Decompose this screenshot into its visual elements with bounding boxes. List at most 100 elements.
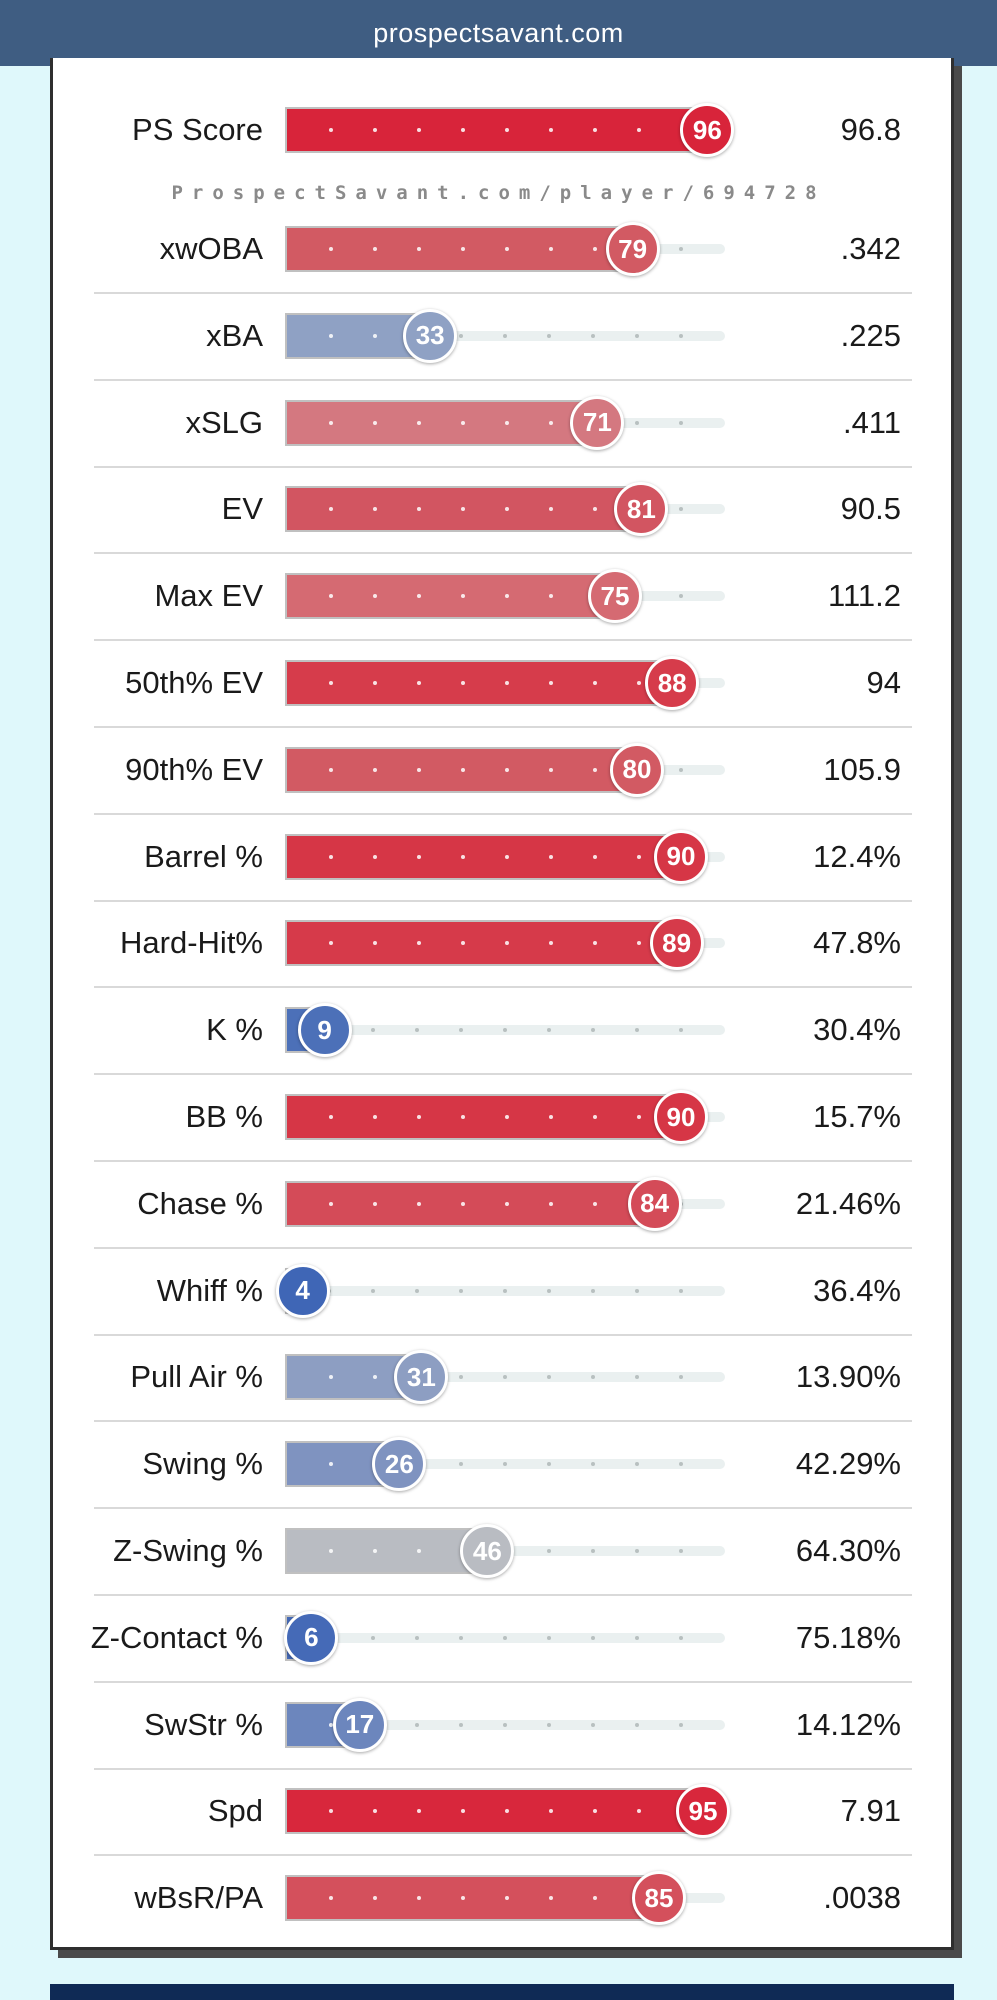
stat-value: 105.9 [823, 751, 901, 787]
stat-label: Hard-Hit% [120, 925, 263, 961]
stat-label: xBA [206, 317, 263, 353]
track-tick [679, 1288, 683, 1293]
fill-tick [505, 1201, 509, 1206]
fill-tick [417, 767, 421, 772]
row-divider [94, 1854, 912, 1857]
stat-label: xwOBA [159, 231, 263, 266]
row-divider [94, 378, 912, 381]
stat-value: 7.91 [840, 1793, 901, 1829]
stat-row: Swing % 26 42.29% [0, 1421, 997, 1510]
percentile-fill-bar [285, 226, 633, 272]
fill-tick [417, 594, 421, 599]
percentile-badge: 6 [284, 1610, 339, 1665]
track-tick [547, 1549, 551, 1553]
percentile-fill-bar [285, 1180, 655, 1227]
stat-value: 111.2 [828, 578, 901, 614]
fill-tick [505, 1896, 509, 1901]
fill-tick [549, 1896, 553, 1901]
percentile-badge: 79 [605, 222, 660, 276]
fill-tick [637, 681, 641, 685]
row-divider [94, 465, 912, 468]
track-tick [547, 1375, 551, 1380]
fill-tick [461, 507, 465, 512]
track-tick [503, 1722, 507, 1727]
stat-row: Max EV 75 111.2 [0, 553, 997, 642]
stat-label: Pull Air % [130, 1359, 263, 1395]
percentile-badge: 17 [332, 1697, 387, 1752]
fill-tick [549, 1809, 553, 1814]
stat-label: K % [206, 1012, 263, 1048]
fill-tick [373, 594, 377, 599]
fill-tick [373, 854, 377, 859]
row-divider [94, 639, 912, 642]
percentile-fill-bar [285, 573, 615, 620]
track-tick [503, 1635, 507, 1640]
track-tick [503, 1375, 507, 1380]
percentile-fill-bar [285, 746, 637, 793]
stat-value: .225 [840, 317, 901, 353]
stat-row: xSLG 71 .411 [0, 380, 997, 468]
fill-tick [593, 1896, 597, 1901]
fill-tick [329, 1375, 333, 1380]
fill-tick [373, 420, 377, 425]
track-tick [459, 1462, 463, 1467]
track-tick [503, 1462, 507, 1467]
fill-tick [329, 1896, 333, 1901]
track-tick [591, 1462, 595, 1467]
percentile-badge: 71 [570, 395, 625, 450]
stat-value: 13.90% [795, 1359, 901, 1395]
stat-row: 90th% EV 80 105.9 [0, 727, 997, 815]
fill-tick [461, 681, 465, 685]
track-tick [679, 507, 683, 512]
percentile-badge: 31 [394, 1350, 449, 1405]
fill-tick [593, 681, 597, 685]
fill-tick [329, 681, 333, 685]
fill-tick [417, 128, 421, 132]
track-tick [679, 594, 683, 599]
stat-row: Pull Air % 31 13.90% [0, 1334, 997, 1423]
fill-tick [505, 681, 509, 685]
stat-value: 96.8 [840, 112, 901, 147]
percentile-track [285, 1632, 725, 1643]
track-tick [415, 1722, 419, 1727]
fill-tick [417, 941, 421, 946]
row-divider [94, 1333, 912, 1336]
track-tick [679, 333, 683, 338]
fill-tick [637, 1809, 641, 1814]
row-divider [94, 726, 912, 728]
track-tick [459, 1028, 463, 1033]
stat-row: Hard-Hit% 89 47.8% [0, 900, 997, 989]
track-tick [459, 1288, 463, 1293]
percentile-badge: 95 [676, 1784, 730, 1839]
site-url[interactable]: prospectsavant.com [373, 17, 624, 48]
percentile-badge: 85 [632, 1871, 686, 1926]
fill-tick [329, 1115, 333, 1119]
fill-tick [461, 594, 465, 599]
stat-label: BB % [185, 1099, 263, 1134]
fill-tick [593, 767, 597, 772]
stat-label: Swing % [142, 1446, 263, 1482]
fill-tick [593, 941, 597, 946]
stat-label: Z-Swing % [113, 1533, 263, 1568]
fill-tick [329, 247, 333, 251]
percentile-badge: 90 [654, 829, 708, 884]
track-tick [679, 247, 683, 251]
fill-tick [373, 767, 377, 772]
stat-row: Barrel % 90 12.4% [0, 814, 997, 902]
row-divider [94, 1594, 912, 1596]
track-tick [547, 1462, 551, 1467]
fill-tick [373, 128, 377, 132]
fill-tick [461, 420, 465, 425]
row-divider [94, 1160, 912, 1162]
fill-tick [373, 941, 377, 946]
fill-tick [549, 507, 553, 512]
stat-row: Z-Contact % 6 75.18% [0, 1595, 997, 1683]
track-tick [679, 1375, 683, 1380]
fill-tick [461, 128, 465, 132]
track-tick [415, 1635, 419, 1640]
stat-value: 36.4% [813, 1272, 901, 1308]
fill-tick [593, 507, 597, 512]
fill-tick [373, 333, 377, 338]
fill-tick [417, 420, 421, 425]
row-divider [94, 552, 912, 555]
